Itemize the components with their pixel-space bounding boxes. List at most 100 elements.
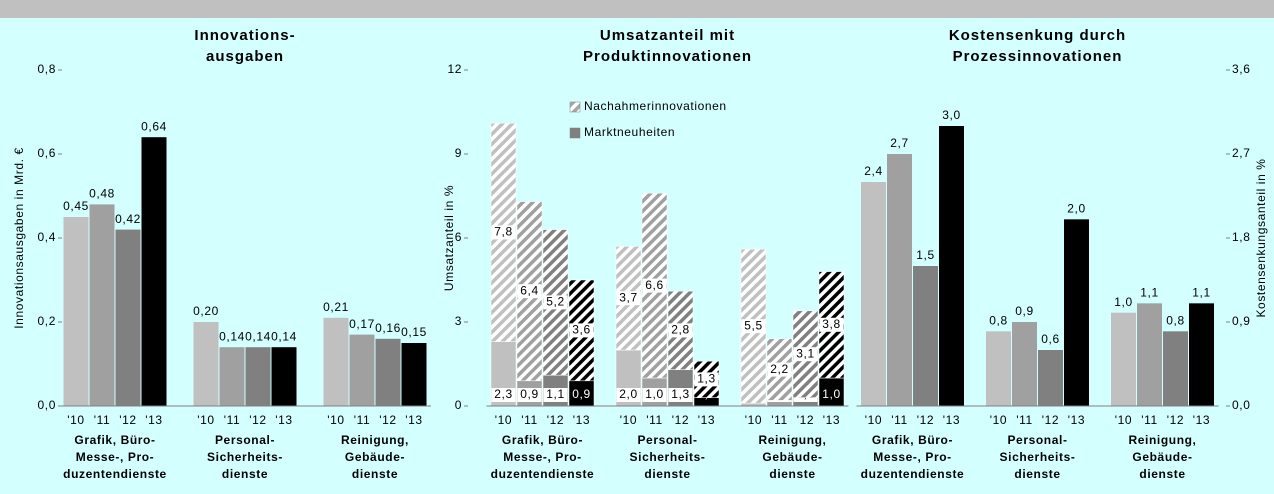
x-tick-label: '11 xyxy=(224,413,241,427)
y-tick-label: 0,0 xyxy=(1232,398,1250,412)
value-label-box xyxy=(616,291,641,306)
value-label: 2,2 xyxy=(770,362,788,376)
x-tick-label: '10 xyxy=(620,413,637,427)
x-tick-label: '13 xyxy=(943,413,960,427)
value-label: 0,6 xyxy=(1041,332,1059,346)
legend-swatch xyxy=(569,127,581,139)
bar xyxy=(1064,219,1089,406)
value-label: 2,0 xyxy=(619,387,637,401)
value-label: 2,8 xyxy=(671,323,689,337)
x-tick-label: '13 xyxy=(145,413,162,427)
value-label: 0,48 xyxy=(89,187,115,201)
bar xyxy=(913,266,938,406)
x-tick-label: '10 xyxy=(745,413,762,427)
category-label: Grafik, Büro- xyxy=(502,433,583,447)
x-tick-label: '10 xyxy=(327,413,344,427)
bar xyxy=(887,154,912,406)
value-label: 6,6 xyxy=(645,278,663,292)
value-label-box xyxy=(668,388,693,402)
x-tick-label: '13 xyxy=(698,413,715,427)
category-label: Personal- xyxy=(215,433,275,447)
bar-segment xyxy=(818,377,845,407)
category-label: Gebäude- xyxy=(345,450,405,464)
value-label-box xyxy=(517,388,542,402)
category-label: Messe-, Pro- xyxy=(503,450,582,464)
bar xyxy=(89,204,115,406)
x-tick-label: '11 xyxy=(646,413,663,427)
y-tick-label: 6 xyxy=(455,230,462,244)
value-label-box xyxy=(642,388,667,402)
value-label: 0,15 xyxy=(401,325,427,339)
category-label: Gebäude- xyxy=(1132,450,1192,464)
x-tick-label: '10 xyxy=(67,413,84,427)
value-label: 0,9 xyxy=(572,387,590,401)
value-label: 1,3 xyxy=(697,372,715,386)
x-tick-label: '12 xyxy=(1167,413,1184,427)
legend-label: Marktneuheiten xyxy=(584,125,675,139)
y-tick-label: 0,4 xyxy=(38,230,56,244)
bar xyxy=(115,229,141,406)
category-label: duzentendienste xyxy=(63,467,167,481)
x-tick-label: '10 xyxy=(1115,413,1132,427)
category-label: Personal- xyxy=(637,433,697,447)
value-label: 0,9 xyxy=(1015,304,1033,318)
value-label: 0,14 xyxy=(271,329,297,343)
value-label: 0,21 xyxy=(323,300,349,314)
bar xyxy=(63,217,89,406)
x-tick-label: '12 xyxy=(547,413,564,427)
x-tick-label: '13 xyxy=(275,413,292,427)
x-tick-label: '10 xyxy=(865,413,882,427)
value-label-box xyxy=(819,317,844,332)
value-label: 2,4 xyxy=(864,164,882,178)
x-tick-label: '13 xyxy=(1193,413,1210,427)
category-label: Sicherheits- xyxy=(207,450,283,464)
bar xyxy=(986,331,1011,406)
bar xyxy=(193,322,219,406)
value-label: 1,1 xyxy=(1192,286,1210,300)
x-tick-label: '11 xyxy=(354,413,371,427)
bar xyxy=(349,334,375,406)
y-tick-label: 1,8 xyxy=(1232,230,1250,244)
category-label: Grafik, Büro- xyxy=(872,433,953,447)
y-tick-label: 0,0 xyxy=(38,398,56,412)
value-label: 2,3 xyxy=(494,387,512,401)
bar-segment xyxy=(568,380,595,407)
chart-title: Kostensenkung durch xyxy=(949,27,1126,44)
bar xyxy=(401,343,427,406)
bar xyxy=(375,338,401,406)
y-tick-label: 9 xyxy=(455,146,462,160)
value-label: 1,1 xyxy=(1140,286,1158,300)
axis-title: Umsatzanteil in % xyxy=(442,185,456,291)
y-tick-label: 0,2 xyxy=(38,314,56,328)
category-label: Personal- xyxy=(1007,433,1067,447)
category-label: Grafik, Büro- xyxy=(74,433,155,447)
x-tick-label: '11 xyxy=(1141,413,1158,427)
value-label-box xyxy=(543,295,568,310)
category-label: Gebäude- xyxy=(762,450,822,464)
y-tick-label: 0 xyxy=(455,398,462,412)
value-label: 7,8 xyxy=(494,225,512,239)
value-label: 1,3 xyxy=(671,387,689,401)
value-label: 0,16 xyxy=(375,321,401,335)
top-bar xyxy=(0,0,1274,18)
axis-title: Innovationsausgaben in Mrd. € xyxy=(12,147,26,329)
value-label: 2,7 xyxy=(890,136,908,150)
chart-title: Innovations- xyxy=(194,27,295,44)
bar xyxy=(861,182,886,406)
chart-title: ausgaben xyxy=(206,48,284,65)
x-tick-label: '12 xyxy=(917,413,934,427)
value-label: 0,8 xyxy=(989,314,1007,328)
bar xyxy=(271,347,297,406)
value-label: 6,4 xyxy=(520,283,538,297)
x-tick-label: '10 xyxy=(495,413,512,427)
value-label-box xyxy=(491,388,516,402)
value-label: 0,8 xyxy=(1166,314,1184,328)
bar xyxy=(1038,350,1063,406)
chart-title: Produktinnovationen xyxy=(583,48,752,65)
x-tick-label: '13 xyxy=(1068,413,1085,427)
chart-title: Umsatzanteil mit xyxy=(600,27,735,44)
value-label: 2,0 xyxy=(1067,202,1085,216)
x-tick-label: '13 xyxy=(573,413,590,427)
